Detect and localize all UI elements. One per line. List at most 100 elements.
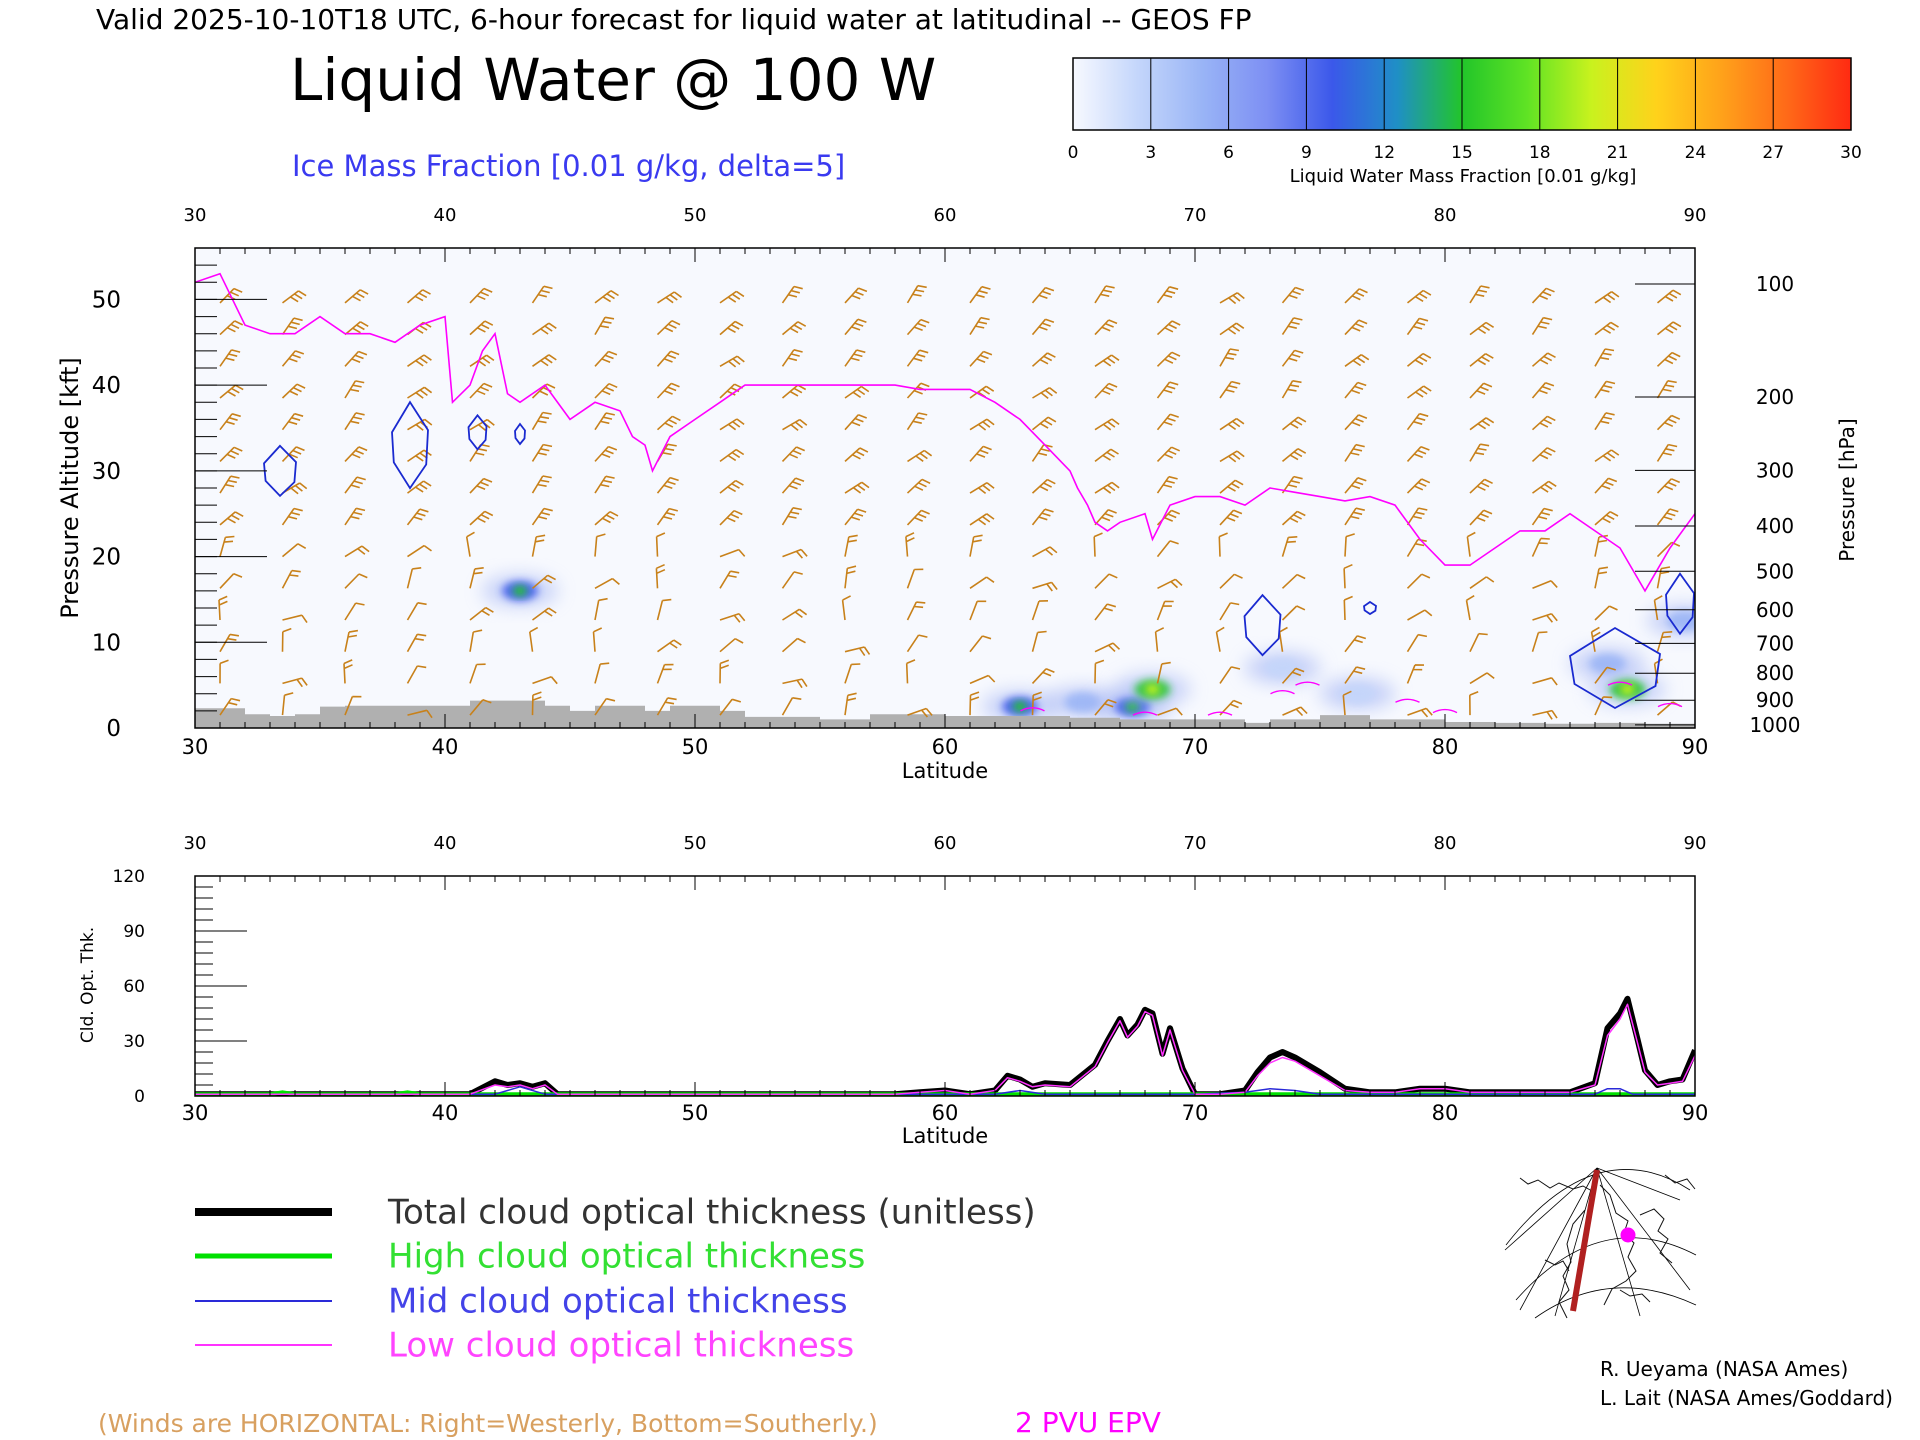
wind-barb [1344,381,1367,399]
wind-barb [781,507,802,526]
bottom-y-axis-label: Cld. Opt. Thk. [78,927,98,1043]
wind-barb [1281,573,1306,589]
wind-barb [969,691,980,716]
wind-barb [594,382,618,399]
wind-barb [1031,600,1049,621]
wind-barb [594,597,608,621]
optical-thickness-panel: 30 30 40 40 50 50 60 60 70 70 80 80 90 90 0 30 60 90 120 [113,833,1709,1125]
wind-barb [1219,417,1245,431]
x-tick-label: 30 [182,735,209,759]
wind-barb [282,482,308,495]
liquid-water-blob [1339,683,1376,704]
map-frame [1498,1165,1696,1317]
y-tick-label: 0 [106,716,121,742]
wind-barb [719,548,746,558]
y-tick-label: 40 [92,373,121,399]
wind-barb [844,385,870,399]
wind-barb [1531,352,1556,367]
wind-barb [1219,509,1243,526]
ice-contours [263,400,1695,710]
wind-barb [1156,351,1181,367]
wind-barb [218,595,228,621]
wind-barb [719,290,745,304]
pressure-tick-label: 800 [1756,661,1794,685]
wind-barb [1406,445,1430,462]
wind-barb [1344,288,1368,304]
wind-barb [1343,595,1353,621]
wind-barb [1344,666,1366,684]
wind-barb [969,418,995,431]
wind-barb [969,316,990,336]
wind-barb [281,692,294,716]
y-tick-label: 50 [92,287,121,313]
wind-barb [969,674,996,685]
wind-barb [219,349,241,367]
x-tick-label-top: 30 [184,833,207,854]
wind-barb [1594,412,1615,431]
wind-barb [469,606,494,621]
legend-label-mid: Mid cloud optical thickness [388,1282,848,1322]
wind-barb [719,698,742,716]
wind-barb [1343,563,1353,589]
wind-barb [1093,532,1103,557]
wind-barb [406,665,427,684]
wind-barb [281,627,292,652]
low-cloud-contour [1132,711,1158,716]
wind-barb [1344,443,1365,462]
wind-barb [1344,477,1367,494]
wind-barb [969,285,991,304]
wind-barb [906,509,930,526]
wind-barb [1406,412,1429,431]
wind-barb [906,634,928,653]
wind-barb [1656,414,1681,431]
wind-barb [469,287,493,304]
wind-barb [344,380,365,399]
low-cloud-contour [1657,702,1683,708]
winds-note: (Winds are HORIZONTAL: Right=Westerly, B… [98,1409,878,1438]
ice-contour [1243,593,1282,657]
wind-barb [1219,602,1240,621]
wind-barb [594,316,615,336]
wind-barb [594,412,615,431]
wind-barb [905,659,916,684]
wind-barb [407,418,433,431]
wind-barb [1031,668,1055,684]
x-tick-label-top: 30 [184,205,207,226]
wind-barb [406,602,427,621]
wind-barb [969,576,995,589]
wind-barb [469,699,492,716]
wind-barb [281,543,307,558]
ice-contour [467,413,488,451]
wind-barb [1281,510,1306,526]
wind-barb [219,511,244,526]
wind-barb [1156,475,1178,494]
x-axis-label: Latitude [902,759,988,783]
y-tick-label: 30 [123,1032,145,1052]
wind-barb [1344,354,1370,367]
wind-barb [1594,380,1616,399]
wind-barb [906,318,930,336]
wind-barb [1281,416,1307,431]
wind-barb [906,412,928,431]
wind-barb [1469,478,1493,494]
wind-barb [906,601,926,621]
epv-line [195,272,1695,716]
x-tick-label: 40 [432,735,459,759]
wind-barb [1094,603,1117,621]
wind-barb [1594,566,1609,589]
wind-barb [844,663,861,684]
wind-barb [905,532,915,557]
wind-barb [844,481,870,494]
wind-barb [1469,443,1490,462]
wind-barb [656,697,677,716]
wind-barb [1531,415,1556,431]
wind-barb [406,508,429,526]
wind-barb [531,574,556,589]
wind-barb [781,571,803,589]
wind-barb [406,567,422,589]
wind-barb [1031,286,1055,304]
wind-barb [844,565,857,589]
wind-barb [219,535,235,557]
colorbar-tick-label: 24 [1685,143,1707,163]
wind-barb [344,507,366,526]
